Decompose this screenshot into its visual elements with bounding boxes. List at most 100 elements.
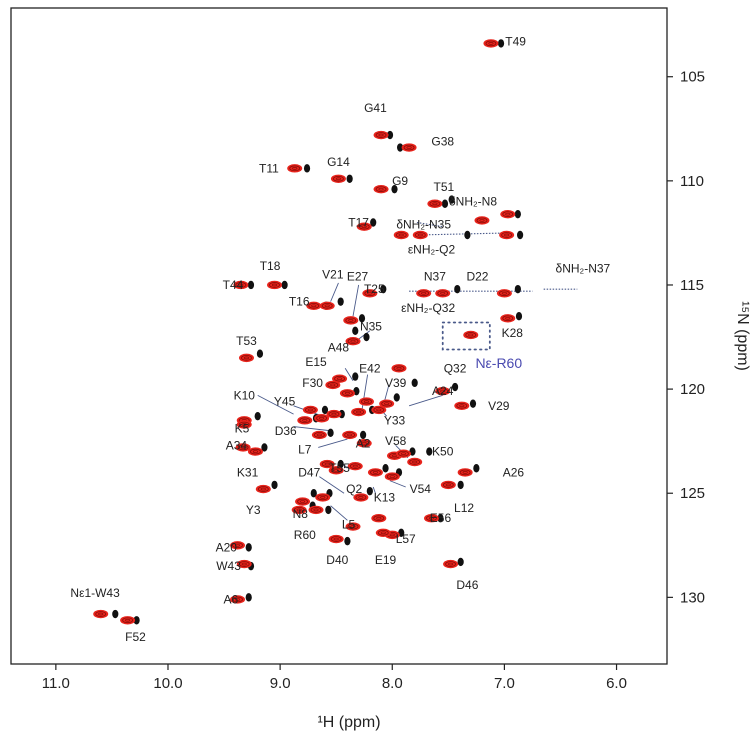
red-peak-contour [232,542,243,549]
red-peak-contour [373,407,385,413]
red-peak-contour [237,444,249,451]
x-tick-label: 9.0 [270,675,291,692]
red-peak [345,522,361,531]
black-peak [310,489,317,498]
y-axis-title: ¹⁵N (ppm) [734,301,750,371]
red-peak [325,380,341,390]
red-peak-contour [334,375,345,382]
peak-label: K31 [237,465,259,479]
peak-label: V58 [385,434,407,448]
red-peak-contour [459,469,471,476]
peak-label: D40 [326,553,348,567]
red-peak [319,459,335,469]
black-peak [473,464,480,473]
black-peak [360,430,367,440]
red-peak-contour [311,304,317,308]
red-peak [412,230,428,240]
red-peak-contour [269,282,280,288]
red-peak-contour [358,440,370,447]
red-peak [345,337,361,346]
red-peak [353,493,369,502]
black-peak [380,284,387,294]
peak-label: G38 [431,134,454,148]
peak-label: T18 [260,259,281,273]
red-peak-contour [292,167,298,170]
black-peak [451,382,459,392]
red-peak-contour [398,233,404,237]
red-peak [326,409,342,419]
red-peak-contour [352,464,358,468]
red-peak [500,209,516,219]
black-peak [457,480,464,490]
black-peak [457,557,464,567]
red-peak-contour [232,596,243,603]
black-peak [386,130,394,140]
red-peak [247,447,263,456]
black-peak [397,143,404,152]
leader-line [319,476,345,494]
guide-line [416,232,511,236]
red-peak [311,430,327,440]
red-peak [395,449,411,458]
peak-label: R60 [294,528,316,542]
red-peak-contour [333,468,339,472]
red-peak-contour [502,315,514,322]
peak-label: T17 [348,216,369,230]
red-peak-contour [302,418,308,422]
red-peak-contour [414,232,426,238]
red-peak-contour [122,617,134,624]
peak-label: T53 [236,334,257,348]
red-peak-contour [260,487,266,491]
red-peak-contour [376,408,382,412]
peak-label: T16 [289,295,310,309]
red-peak [371,405,387,415]
black-peak [358,314,366,323]
red-peak [297,416,313,425]
red-peak-contour [234,598,241,601]
guide-line [416,221,443,228]
red-peak-contour [488,42,494,45]
red-peak-contour [465,332,477,338]
black-peak [426,447,433,456]
red-peak [427,199,443,208]
red-peak-contour [344,391,350,395]
red-peak [457,468,473,477]
red-peak-contour [320,496,326,499]
black-peak [454,284,461,294]
red-peak-contour [293,507,305,513]
red-peak [401,143,417,152]
peak-label: A48 [328,340,350,354]
red-peak [230,541,246,550]
red-peak [463,330,479,340]
black-peak [469,399,477,408]
red-peak-contour [462,471,468,474]
leader-line [408,394,443,407]
red-peak-contour [476,217,488,224]
red-peak-contour [373,515,385,522]
peak-label: E42 [359,361,381,375]
black-peak [261,443,268,452]
red-peak-contour [386,473,398,480]
red-peak-contour [316,433,322,437]
red-peak [332,374,348,383]
red-peak-contour [324,304,330,308]
red-peak [302,405,318,415]
red-peak-contour [321,303,333,309]
peak-label: E56 [430,511,452,525]
red-peak-contour [445,561,456,567]
red-peak-contour [432,202,438,206]
red-peak [367,468,383,477]
black-peak [303,164,311,173]
red-peak [356,439,372,448]
red-peak-contour [380,531,386,535]
x-axis-title: ¹H (ppm) [317,714,380,731]
red-peak-contour [257,486,269,492]
red-peak-contour [389,533,395,537]
red-peak [295,497,311,506]
red-peak [236,559,252,569]
x-axis: 11.0 10.0 9.0 8.0 7.0 6.0 [42,664,627,692]
red-peak-contour [297,498,308,505]
peak-label: K28 [502,326,524,340]
red-peak-contour [361,398,372,405]
black-peak [245,593,252,602]
